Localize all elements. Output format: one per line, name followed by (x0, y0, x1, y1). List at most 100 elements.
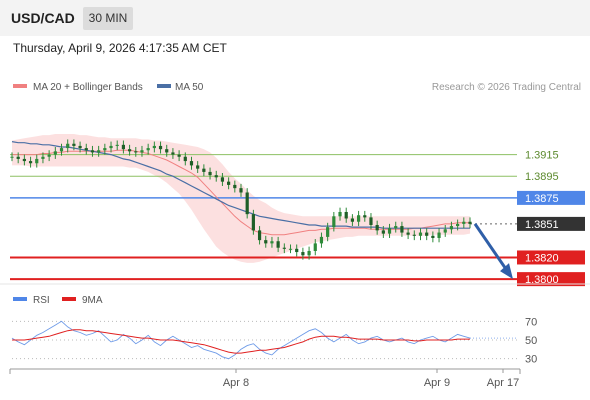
candle-body (196, 165, 200, 169)
candle-body (103, 148, 107, 151)
candle-body (35, 158, 39, 164)
ma20-line (12, 149, 470, 236)
candle-body (400, 226, 404, 233)
candle-body (381, 230, 385, 234)
forecast-arrow-head (500, 263, 513, 280)
candle-body (270, 241, 274, 244)
rsi-line (11, 320, 471, 360)
candle-body (394, 226, 398, 229)
candle-body (158, 145, 163, 150)
candle-body (418, 232, 423, 236)
candle-body (146, 148, 150, 151)
level-label: 1.3895 (525, 171, 559, 183)
candle-body (177, 154, 181, 157)
candle-body (456, 223, 460, 227)
level-label: 1.3851 (525, 219, 559, 231)
candle-body (78, 145, 82, 149)
candle-body (301, 252, 305, 256)
symbol-title: USD/CAD (11, 10, 75, 26)
candle-body (295, 248, 299, 253)
rsi-ma-line (12, 329, 470, 354)
level-label-box (517, 272, 585, 287)
candle-body (251, 214, 255, 231)
candle-body (22, 158, 26, 162)
time-label: Apr 8 (223, 377, 249, 389)
candle-body (356, 215, 361, 222)
candle-body (121, 144, 126, 150)
candle-body (288, 248, 293, 250)
rsi-legend-swatch (13, 297, 27, 301)
credit-text: Research © 2026 Trading Central (432, 82, 581, 93)
candle-body (115, 144, 119, 146)
candle-body (468, 221, 472, 224)
candle-body (437, 232, 441, 238)
candle-body (282, 247, 286, 249)
candle-body (183, 156, 187, 162)
candle-body (10, 156, 14, 158)
time-label: Apr 9 (424, 377, 450, 389)
rsi-legend-label: RSI (33, 295, 50, 306)
candle-body (233, 184, 237, 189)
candle-body (165, 149, 169, 153)
candle-body (344, 211, 348, 219)
candle-body (152, 145, 156, 149)
candle-body (140, 150, 144, 153)
level-label: 1.3915 (525, 150, 559, 162)
rsi-ma-legend-label: 9MA (82, 295, 103, 306)
rsi-ma-legend-swatch (62, 297, 76, 301)
candle-body (338, 211, 342, 217)
candle-body (47, 154, 51, 157)
candle-body (41, 156, 45, 159)
forecast-arrow (473, 223, 508, 270)
rsi-tick-label: 30 (525, 354, 537, 366)
candle-body (443, 229, 447, 233)
candle-body (90, 150, 95, 153)
candle-body (208, 171, 212, 176)
interval-button[interactable]: 30 MIN (83, 7, 133, 30)
level-label-box (517, 250, 585, 265)
candle-body (449, 226, 454, 230)
rsi-tick-label: 50 (525, 335, 537, 347)
candle-body (257, 230, 262, 241)
level-label-box (517, 190, 585, 205)
candle-body (369, 217, 373, 225)
candle-body (276, 241, 280, 248)
time-axis-labels: Apr 8 Apr 9 Apr 17 (223, 369, 519, 389)
candle-body (171, 152, 175, 155)
level-label-box (517, 216, 585, 231)
ma20-legend-label: MA 20 + Bollinger Bands (33, 82, 143, 93)
candle-body (28, 161, 33, 164)
candle-body (387, 228, 392, 234)
ma50-legend-swatch (157, 84, 171, 88)
candle-body (59, 148, 64, 152)
chart-header: USD/CAD 30 MIN (0, 0, 590, 36)
candle-body (16, 156, 20, 159)
candle-body (84, 148, 88, 151)
level-label: 1.3820 (525, 252, 559, 264)
ma50-legend-label: MA 50 (175, 82, 204, 93)
level-label: 1.3875 (525, 193, 559, 205)
candle-body (97, 150, 101, 153)
candle-body (53, 151, 57, 155)
candle-body (202, 168, 206, 172)
candle-body (332, 216, 336, 228)
candle-body (319, 236, 324, 244)
candle-body (127, 149, 132, 152)
candle-body (134, 151, 138, 153)
candle-body (412, 234, 416, 236)
ma20-legend-swatch (13, 84, 27, 88)
candle-body (72, 143, 76, 146)
candle-body (326, 227, 330, 237)
candle-body (363, 215, 367, 218)
ma50-line (11, 141, 470, 229)
candle-body (264, 240, 268, 244)
rsi-area: 70 50 30 (11, 316, 537, 366)
candle-body (462, 221, 466, 224)
rsi-tick-label: 70 (525, 316, 537, 328)
candle-body (431, 235, 435, 238)
candle-body (313, 243, 317, 251)
candle-body (406, 232, 410, 235)
level-label: 1.3800 (525, 274, 559, 286)
price-area: 1.3915 1.3895 1.3875 1.3851 1.3820 1.3800 (10, 134, 585, 287)
candle-body (109, 145, 113, 149)
